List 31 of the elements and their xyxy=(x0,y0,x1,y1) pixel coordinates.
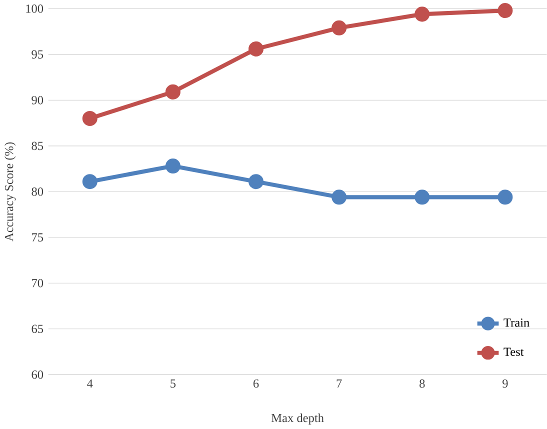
y-axis-title: Accuracy Score (%) xyxy=(4,142,16,242)
x-tick-label: 6 xyxy=(253,379,259,388)
x-axis-title: Max depth xyxy=(271,413,324,425)
y-tick-label: 90 xyxy=(32,96,44,104)
y-tick-label: 80 xyxy=(32,187,44,196)
point xyxy=(248,174,264,190)
legend-label: Train xyxy=(504,318,530,327)
x-tick-label: 4 xyxy=(87,379,93,388)
y-tick-label: 70 xyxy=(32,278,44,288)
point xyxy=(498,190,513,205)
x-tick-label: 9 xyxy=(502,379,508,388)
x-tick-label: 8 xyxy=(420,379,425,388)
y-tick-label: 75 xyxy=(32,233,44,242)
x-tick-label: 7 xyxy=(336,379,342,388)
y-tick-label: 95 xyxy=(32,50,44,58)
y-tick-label: 85 xyxy=(32,142,44,150)
y-tick-label: 65 xyxy=(32,324,44,333)
point xyxy=(332,190,347,205)
x-tick-label: 5 xyxy=(170,379,176,388)
point xyxy=(498,2,513,18)
point xyxy=(248,41,264,56)
point xyxy=(82,110,98,126)
point xyxy=(165,84,180,100)
point xyxy=(165,158,180,174)
y-tick-label: 60 xyxy=(32,370,44,379)
point xyxy=(332,20,347,36)
y-tick-label: 100 xyxy=(26,4,44,13)
legend-label: Test xyxy=(504,348,524,356)
point xyxy=(414,6,430,22)
point xyxy=(414,190,430,205)
point xyxy=(82,174,98,190)
